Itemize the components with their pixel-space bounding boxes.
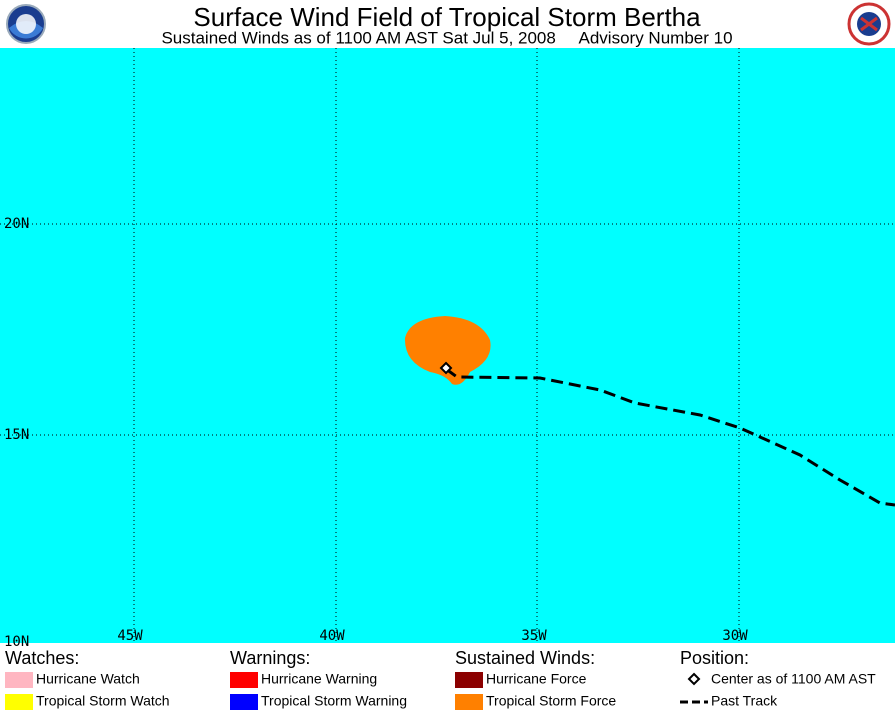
legend: Watches: Hurricane Watch Tropical Storm …: [5, 648, 876, 710]
legend-item: Hurricane Watch: [36, 671, 140, 687]
lat-label: 10N: [4, 634, 29, 650]
legend-item: Hurricane Force: [486, 671, 587, 687]
legend-swatch: [5, 694, 33, 710]
tropical-storm-wind-field: [404, 316, 491, 385]
legend-heading: Sustained Winds:: [455, 648, 595, 668]
legend-swatch: [455, 694, 483, 710]
lon-label: 45W: [117, 628, 143, 644]
noaa-logo: [6, 4, 46, 44]
legend-item: Tropical Storm Force: [486, 693, 616, 709]
legend-swatch: [5, 672, 33, 688]
legend-item: Hurricane Warning: [261, 671, 377, 687]
legend-item: Tropical Storm Watch: [36, 693, 170, 709]
legend-item: Tropical Storm Warning: [261, 693, 407, 709]
legend-swatch: [455, 672, 483, 688]
title: Surface Wind Field of Tropical Storm Ber…: [193, 2, 701, 32]
subtitle: Sustained Winds as of 1100 AM AST Sat Ju…: [161, 28, 732, 47]
legend-heading: Watches:: [5, 648, 79, 668]
lon-label: 35W: [521, 628, 547, 644]
legend-item: Center as of 1100 AM AST: [711, 671, 876, 687]
legend-heading: Warnings:: [230, 648, 310, 668]
storm-center: [439, 361, 453, 375]
legend-heading: Position:: [680, 648, 749, 668]
past-track: [445, 367, 895, 507]
legend-swatch: [230, 672, 258, 688]
legend-symbol: [687, 672, 701, 686]
nws-logo: [847, 2, 891, 46]
lat-label: 15N: [4, 427, 29, 443]
lat-label: 20N: [4, 216, 29, 232]
lon-label: 30W: [722, 628, 748, 644]
legend-item: Past Track: [711, 693, 778, 709]
lon-label: 40W: [319, 628, 345, 644]
legend-swatch: [230, 694, 258, 710]
